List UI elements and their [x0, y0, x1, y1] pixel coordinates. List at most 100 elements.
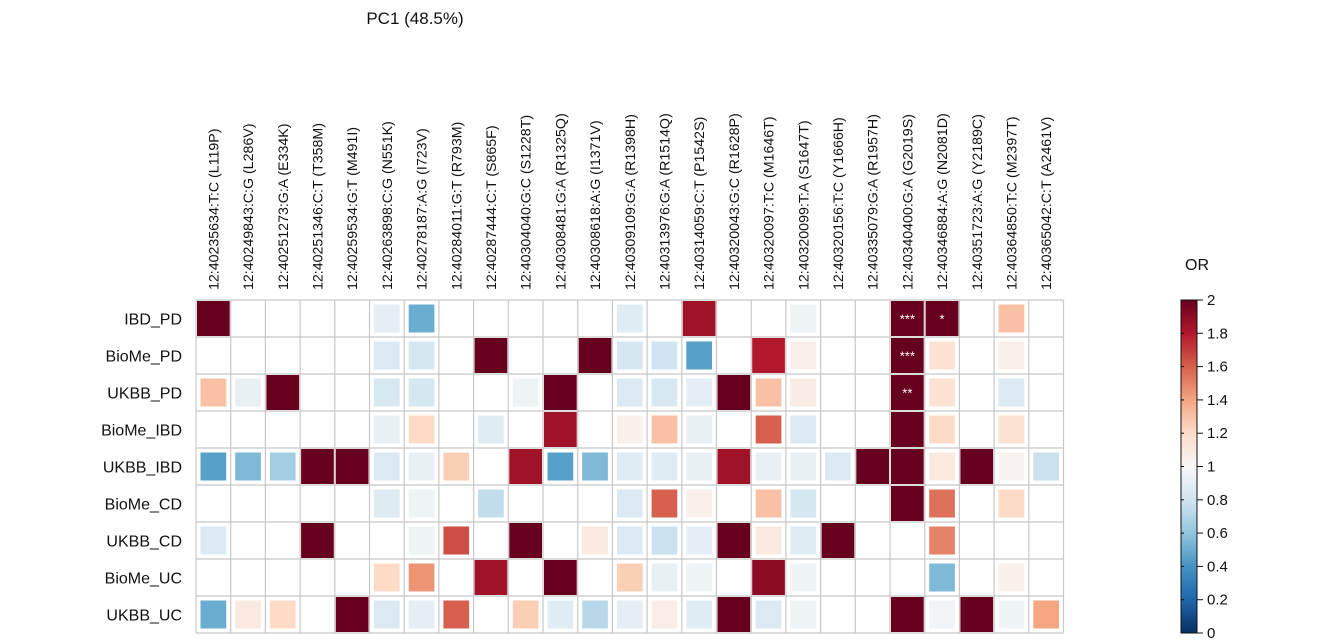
heatmap-cell [374, 415, 400, 444]
heatmap-cell [374, 489, 400, 518]
column-label: 12:40287444:C:T (S865F) [484, 125, 500, 290]
heatmap-cell [998, 600, 1025, 629]
heatmap-cell [509, 523, 542, 558]
heatmap-cell [717, 375, 751, 410]
significance-annotations: *** ****** [900, 312, 945, 401]
colorbar-title: OR [1185, 257, 1209, 274]
heatmap-cell [929, 452, 955, 481]
heatmap-cell [790, 415, 817, 444]
heatmap-cell [335, 449, 369, 484]
column-label: 12:40320099:T:A (S1647T) [796, 120, 812, 290]
column-label: 12:40235634:T:C (L119P) [206, 129, 222, 290]
colorbar: OR 0 0.2 0.4 0.6 0.8 1 1.2 1.4 1.6 1.8 2 [1180, 257, 1228, 642]
column-label: 12:40308481:G:A (R1325Q) [553, 113, 569, 290]
heatmap-cell [1033, 452, 1059, 481]
colorbar-tick-label: 1.8 [1207, 325, 1228, 342]
row-label: UKBB_PD [107, 386, 182, 403]
column-label: 12:40251346:C:T (T358M) [310, 123, 326, 290]
heatmap-cell [998, 341, 1025, 370]
heatmap-cell [512, 378, 539, 407]
column-label: 12:40346884:A:G (N2081D) [935, 113, 951, 290]
heatmap-cell [998, 415, 1025, 444]
heatmap-cell [755, 600, 782, 629]
heatmap-cell [651, 526, 678, 555]
heatmap-cell [235, 378, 261, 407]
heatmap-cell [790, 489, 817, 518]
column-label: 12:40351723:A:G (Y2189C) [970, 114, 986, 290]
column-label: 12:40278187:A:G (I723V) [415, 128, 431, 290]
heatmap-cell [200, 600, 227, 629]
row-label: BioMe_UC [105, 571, 182, 588]
heatmap-cell [925, 301, 959, 336]
heatmap-cell [547, 452, 574, 481]
heatmap-cell [717, 449, 751, 484]
heatmap-cell [374, 452, 400, 481]
heatmap-cell [408, 489, 435, 518]
heatmap-cell [891, 597, 924, 632]
column-label: 12:40320043:G:C (R1628P) [727, 113, 743, 290]
heatmap-cell [200, 378, 227, 407]
heatmap-cell [790, 526, 817, 555]
row-label: BioMe_CD [105, 497, 182, 514]
heatmap-cell [686, 600, 712, 629]
significance-label: *** [900, 312, 915, 327]
heatmap-cell [578, 338, 612, 373]
heatmap-cell [374, 341, 400, 370]
heatmap-cell [651, 415, 678, 444]
heatmap-cell [616, 452, 643, 481]
heatmap-cell [651, 563, 678, 592]
column-label: 12:40249843:C:G (L286V) [241, 124, 257, 290]
heatmap-cell [478, 489, 504, 518]
colorbar-ticks: 0 0.2 0.4 0.6 0.8 1 1.2 1.4 1.6 1.8 2 [1181, 292, 1228, 642]
heatmap-cell [582, 600, 608, 629]
heatmap-cell [443, 452, 470, 481]
heatmap-cell [929, 489, 955, 518]
column-label: 12:40320156:T:C (Y1666H) [831, 117, 847, 290]
heatmap-cell [408, 526, 435, 555]
colorbar-tick-label: 0.6 [1207, 525, 1228, 542]
heatmap-cell [998, 452, 1025, 481]
heatmap-cell [891, 449, 924, 484]
column-label: 12:40309109:G:A (R1398H) [623, 114, 639, 290]
heatmap-cell [755, 415, 782, 444]
heatmap-cell [686, 341, 712, 370]
column-label: 12:40335079:G:A (R1957H) [866, 114, 882, 290]
heatmap-cell [790, 563, 817, 592]
heatmap-cell [752, 560, 785, 595]
colorbar-tick-label: 1.6 [1207, 359, 1228, 376]
row-label: BioMe_PD [106, 349, 182, 366]
heatmap-cell [891, 301, 924, 336]
heatmap-cell [374, 378, 400, 407]
heatmap-cell [544, 560, 577, 595]
heatmap-cell [929, 415, 955, 444]
heatmap-cell [651, 600, 678, 629]
colorbar-tick-label: 1.2 [1207, 425, 1228, 442]
row-labels: IBD_PD BioMe_PD UKBB_PD BioMe_IBD UKBB_IBD Bi… [101, 312, 182, 625]
heatmap-cell [651, 489, 678, 518]
heatmap-cell [200, 452, 227, 481]
heatmap-cell [301, 523, 334, 558]
heatmap-cell [929, 563, 955, 592]
heatmap-cell [374, 563, 400, 592]
heatmap-cell [616, 526, 643, 555]
heatmap-cell [929, 341, 955, 370]
heatmap-cell [582, 526, 608, 555]
heatmap-cell [960, 449, 994, 484]
heatmap-cell [891, 338, 924, 373]
heatmap-cell [235, 600, 261, 629]
heatmap-cell [301, 449, 334, 484]
heatmap-grid [195, 299, 1065, 634]
column-label: 12:40308618:A:G (I1371V) [588, 120, 604, 290]
heatmap-cell [616, 304, 643, 333]
heatmap-cell [616, 489, 643, 518]
heatmap-cell [443, 600, 470, 629]
heatmap-cell [755, 489, 782, 518]
heatmap-cell [998, 304, 1025, 333]
heatmap-cell [790, 452, 817, 481]
column-label: 12:40320097:T:C (M1646T) [762, 116, 778, 290]
column-label: 12:40259534:G:T (M491I) [345, 127, 361, 290]
colorbar-tick-label: 2 [1207, 292, 1215, 309]
colorbar-tick-label: 0.2 [1207, 592, 1228, 609]
heatmap-cell [582, 452, 608, 481]
